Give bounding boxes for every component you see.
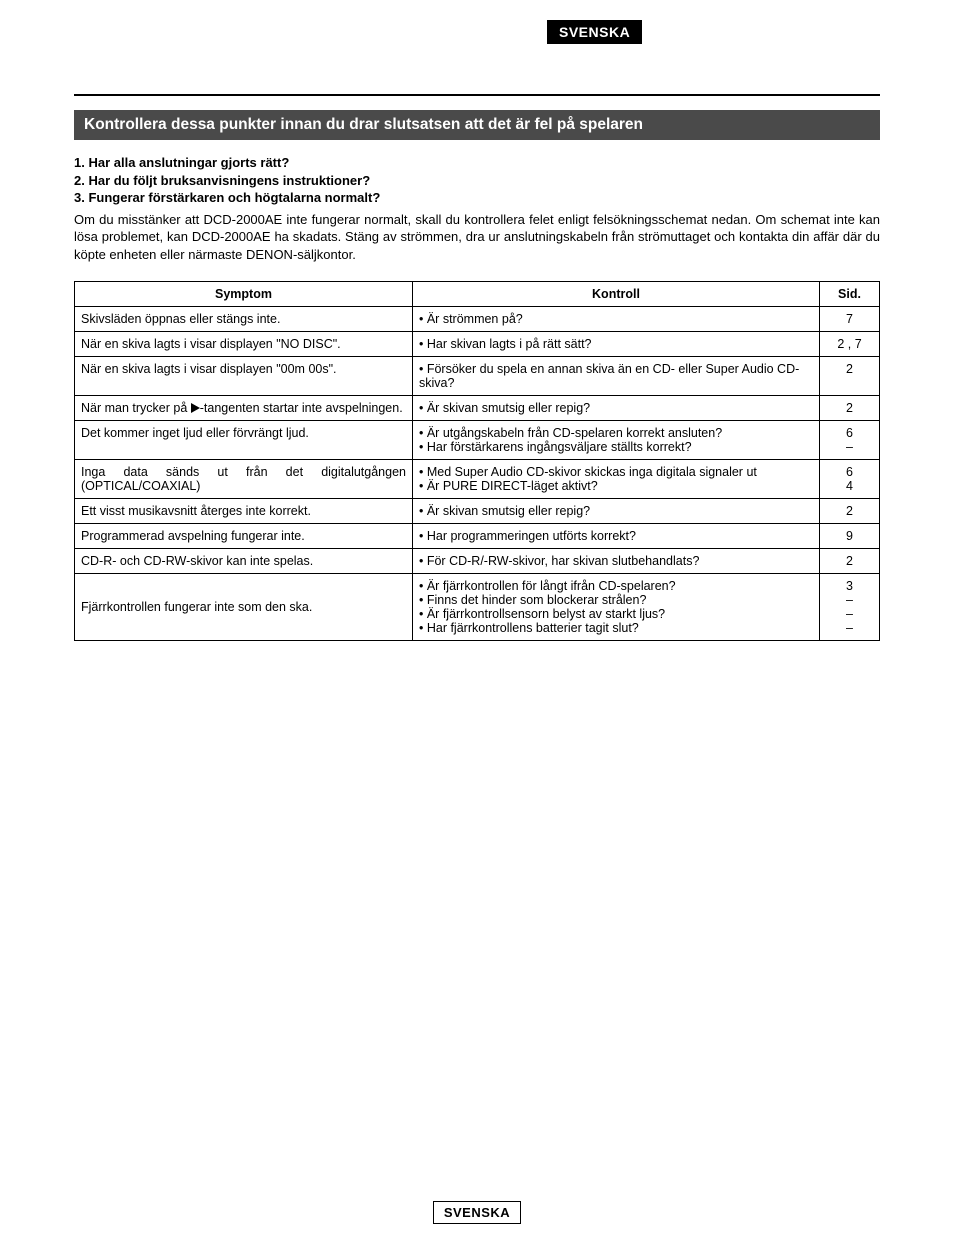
sid-line: – [826, 607, 873, 621]
sid-line: 6 [826, 465, 873, 479]
divider-top [74, 94, 880, 96]
sid-cell: 64 [820, 460, 880, 499]
language-tab-bottom: SVENSKA [433, 1201, 521, 1224]
sid-line: 4 [826, 479, 873, 493]
sid-line: 2 [826, 554, 873, 568]
play-icon [191, 403, 200, 413]
table-row: Det kommer inget ljud eller förvrängt lj… [75, 421, 880, 460]
checklist-item-2: 2. Har du följt bruksanvisningens instru… [74, 172, 880, 190]
symptom-text-pre: När man trycker på [81, 401, 191, 415]
sid-line: – [826, 621, 873, 635]
checklist-item-1: 1. Har alla anslutningar gjorts rätt? [74, 154, 880, 172]
kontroll-cell: • Är skivan smutsig eller repig? [413, 396, 820, 421]
kontroll-cell: • Är fjärrkontrollen för långt ifrån CD-… [413, 574, 820, 641]
table-header-row: Symptom Kontroll Sid. [75, 282, 880, 307]
symptom-cell: Fjärrkontrollen fungerar inte som den sk… [75, 574, 413, 641]
symptom-cell: När man trycker på -tangenten startar in… [75, 396, 413, 421]
language-tab-top: SVENSKA [547, 20, 642, 44]
sid-cell: 6– [820, 421, 880, 460]
sid-cell: 2 [820, 357, 880, 396]
kontroll-line: • Har skivan lagts i på rätt sätt? [419, 337, 813, 351]
sid-cell: 2 , 7 [820, 332, 880, 357]
troubleshooting-table: Symptom Kontroll Sid. Skivsläden öppnas … [74, 281, 880, 641]
kontroll-line: • Finns det hinder som blockerar strålen… [419, 593, 813, 607]
kontroll-line: • Med Super Audio CD-skivor skickas inga… [419, 465, 813, 479]
kontroll-cell: • Med Super Audio CD-skivor skickas inga… [413, 460, 820, 499]
checklist-item-3: 3. Fungerar förstärkaren och högtalarna … [74, 189, 880, 207]
kontroll-line: • Är strömmen på? [419, 312, 813, 326]
sid-cell: 2 [820, 396, 880, 421]
sid-cell: 7 [820, 307, 880, 332]
sid-cell: 2 [820, 499, 880, 524]
kontroll-line: • Är fjärrkontrollen för långt ifrån CD-… [419, 579, 813, 593]
symptom-cell: Det kommer inget ljud eller förvrängt lj… [75, 421, 413, 460]
kontroll-cell: • Försöker du spela en annan skiva än en… [413, 357, 820, 396]
sid-line: 2 , 7 [826, 337, 873, 351]
symptom-cell: När en skiva lagts i visar displayen "00… [75, 357, 413, 396]
kontroll-line: • För CD-R/-RW-skivor, har skivan slutbe… [419, 554, 813, 568]
sid-cell: 9 [820, 524, 880, 549]
kontroll-line: • Är utgångskabeln från CD-spelaren korr… [419, 426, 813, 440]
table-row: Skivsläden öppnas eller stängs inte. • Är… [75, 307, 880, 332]
kontroll-line: • Försöker du spela en annan skiva än en… [419, 362, 813, 390]
symptom-cell: Programmerad avspelning fungerar inte. [75, 524, 413, 549]
sid-cell: 2 [820, 549, 880, 574]
sid-cell: 3––– [820, 574, 880, 641]
symptom-cell: Inga data sänds ut från det digitalutgån… [75, 460, 413, 499]
sid-line: 2 [826, 362, 873, 376]
sid-line: 2 [826, 504, 873, 518]
sid-line: – [826, 593, 873, 607]
kontroll-cell: • Har programmeringen utförts korrekt? [413, 524, 820, 549]
kontroll-line: • Är skivan smutsig eller repig? [419, 504, 813, 518]
kontroll-line: • Är fjärrkontrollsensorn belyst av star… [419, 607, 813, 621]
table-row: CD-R- och CD-RW-skivor kan inte spelas. •… [75, 549, 880, 574]
kontroll-line: • Har förstärkarens ingångsväljare ställ… [419, 440, 813, 454]
symptom-text-post: -tangenten startar inte avspelningen. [200, 401, 403, 415]
header-symptom: Symptom [75, 282, 413, 307]
table-row: Inga data sänds ut från det digitalutgån… [75, 460, 880, 499]
kontroll-cell: • Har skivan lagts i på rätt sätt? [413, 332, 820, 357]
table-row: När en skiva lagts i visar displayen "NO… [75, 332, 880, 357]
kontroll-cell: • Är skivan smutsig eller repig? [413, 499, 820, 524]
sid-line: – [826, 440, 873, 454]
body-paragraph: Om du misstänker att DCD-2000AE inte fun… [74, 211, 880, 264]
kontroll-line: • Har fjärrkontrollens batterier tagit s… [419, 621, 813, 635]
header-kontroll: Kontroll [413, 282, 820, 307]
kontroll-line: • Har programmeringen utförts korrekt? [419, 529, 813, 543]
table-row: När man trycker på -tangenten startar in… [75, 396, 880, 421]
header-sid: Sid. [820, 282, 880, 307]
kontroll-cell: • Är utgångskabeln från CD-spelaren korr… [413, 421, 820, 460]
kontroll-line: • Är skivan smutsig eller repig? [419, 401, 813, 415]
sid-line: 9 [826, 529, 873, 543]
symptom-cell: Ett visst musikavsnitt återges inte korr… [75, 499, 413, 524]
symptom-cell: När en skiva lagts i visar displayen "NO… [75, 332, 413, 357]
sid-line: 6 [826, 426, 873, 440]
symptom-cell: Skivsläden öppnas eller stängs inte. [75, 307, 413, 332]
sid-line: 3 [826, 579, 873, 593]
kontroll-cell: • Är strömmen på? [413, 307, 820, 332]
table-row: Fjärrkontrollen fungerar inte som den sk… [75, 574, 880, 641]
sid-line: 2 [826, 401, 873, 415]
checklist: 1. Har alla anslutningar gjorts rätt? 2.… [74, 154, 880, 207]
table-row: Programmerad avspelning fungerar inte. • … [75, 524, 880, 549]
symptom-cell: CD-R- och CD-RW-skivor kan inte spelas. [75, 549, 413, 574]
kontroll-cell: • För CD-R/-RW-skivor, har skivan slutbe… [413, 549, 820, 574]
section-title: Kontrollera dessa punkter innan du drar … [74, 110, 880, 140]
footer: SVENSKA [74, 1201, 880, 1224]
table-row: När en skiva lagts i visar displayen "00… [75, 357, 880, 396]
table-row: Ett visst musikavsnitt återges inte korr… [75, 499, 880, 524]
sid-line: 7 [826, 312, 873, 326]
kontroll-line: • Är PURE DIRECT-läget aktivt? [419, 479, 813, 493]
